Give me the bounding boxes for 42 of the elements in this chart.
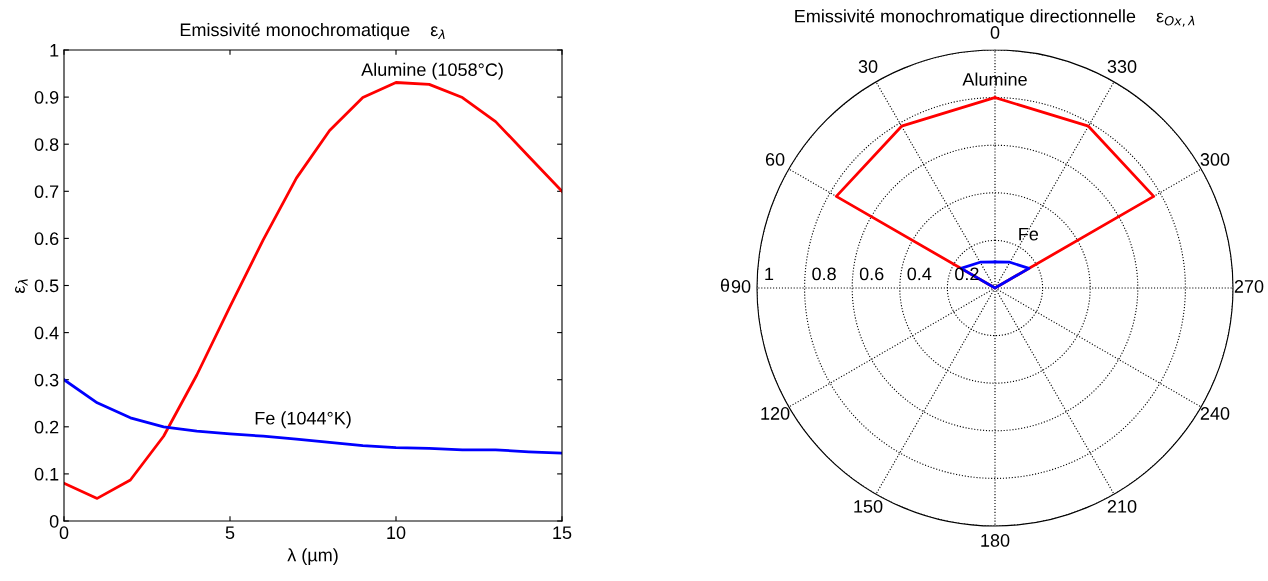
chart-title: Emissivité monochromatique directionnelle ε$_{Ox,λ}$ [795,9,1195,27]
x-tick-label: 5 [225,526,235,540]
y-tick-label: 0.4 [34,326,59,340]
y-tick-label: 0.6 [34,232,59,246]
spoke-label: 90 [731,280,751,293]
spoke-label: 210 [1107,500,1137,513]
spoke-label: 240 [1200,407,1230,420]
line-series [64,81,562,500]
chart-title: Emissivité monochromatique ε$_{λ}$ [180,22,445,40]
y-tick-label: 0.5 [34,279,59,293]
annotation: Fe (1044°K) [255,411,351,429]
y-tick-label: 0.6 [859,267,884,281]
spoke-label: 330 [1107,60,1137,73]
spoke-label: 30 [858,60,878,73]
line-series [64,378,562,455]
y-tick-label: 0.9 [34,91,59,104]
x-tick-label: 0 [59,526,69,540]
spoke-label: 60 [765,153,785,166]
y-tick-label: 0.7 [34,185,59,199]
spoke-label: 0 [990,26,1000,39]
text: θ [720,278,730,292]
spoke-label: 150 [854,500,883,513]
x-tick-label: 10 [387,526,406,540]
spoke-label: 120 [761,407,790,420]
y-tick-label: 0 [49,514,59,528]
y-tick-label: 0.4 [907,267,932,281]
x-tick-label: 15 [553,526,572,540]
y-tick-label: 0.3 [34,373,59,387]
y-tick-label: 0.8 [812,267,836,281]
text: Fe [1019,227,1039,241]
spoke-label: 180 [981,534,1010,547]
y-tick-label: 1 [50,44,59,57]
spoke-label: 270 [1234,280,1264,293]
y-tick-label: 0.8 [34,138,59,151]
y-tick-label: 0.1 [34,467,59,481]
y-axis-title: ε$_{λ}$ [14,279,28,294]
y-tick-label: 0.2 [34,420,59,434]
y-tick-label: 1 [765,267,774,281]
x-axis-title: λ (µm) [287,548,338,566]
spoke-label: 300 [1200,153,1230,166]
annotation: Alumine (1058°C) [361,62,503,80]
text: Alumine [962,72,1027,86]
